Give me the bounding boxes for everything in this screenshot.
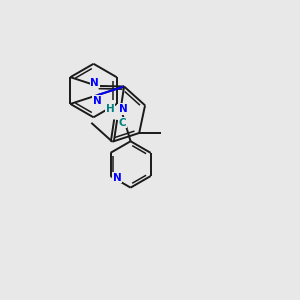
Text: N: N	[93, 96, 102, 106]
Text: N: N	[113, 172, 122, 182]
Text: N: N	[118, 104, 127, 114]
Text: H: H	[106, 103, 115, 113]
Text: N: N	[91, 78, 99, 88]
Text: C: C	[118, 118, 126, 128]
Text: N: N	[119, 103, 128, 113]
